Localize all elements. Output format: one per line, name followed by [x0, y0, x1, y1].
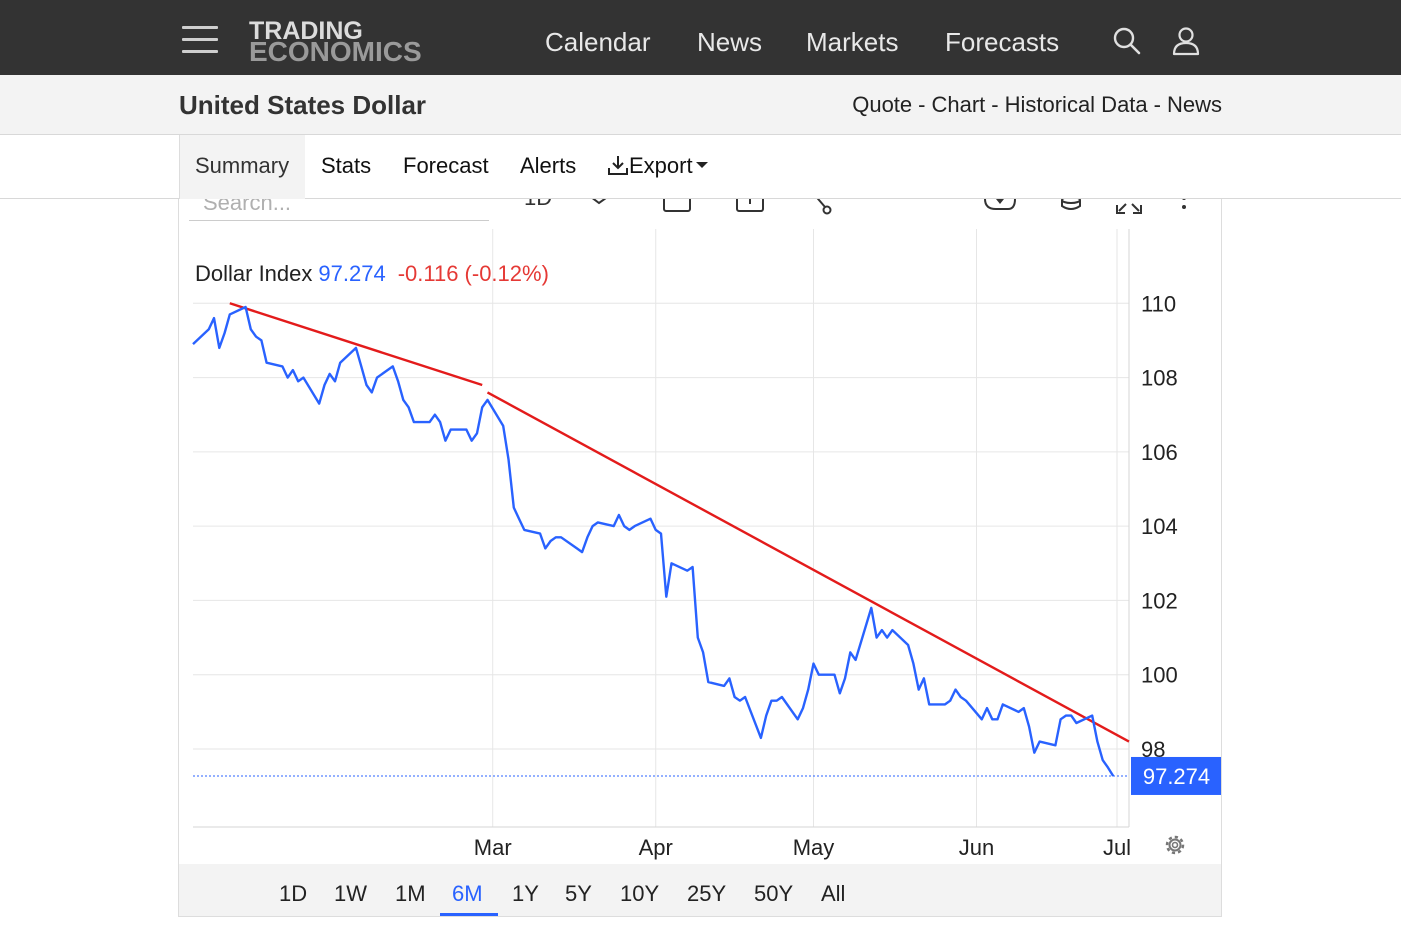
chart-settings-icon[interactable] [1165, 835, 1185, 855]
quick-link-historical-data[interactable]: Historical Data [1004, 92, 1148, 117]
separator: - [991, 92, 999, 117]
tab-alerts[interactable]: Alerts [520, 153, 577, 178]
page-title: United States Dollar [179, 90, 427, 120]
chart-toolbar: 1D [179, 199, 1221, 229]
range-1m[interactable]: 1M [395, 881, 426, 906]
nav-link-news[interactable]: News [697, 27, 763, 57]
range-5y[interactable]: 5Y [565, 881, 592, 906]
quick-links: Quote - Chart - Historical Data - News [852, 92, 1222, 118]
range-1y[interactable]: 1Y [512, 881, 539, 906]
chart-grid [193, 229, 1129, 827]
nav-link-calendar[interactable]: Calendar [545, 27, 651, 57]
last-price-tag-label: 97.274 [1143, 764, 1210, 789]
database-icon[interactable] [1059, 199, 1083, 215]
search-icon[interactable] [1112, 26, 1142, 56]
legend-last-value: 97.274 [318, 261, 385, 286]
x-axis-ticks: Mar Apr May Jun Jul [474, 835, 1131, 860]
trendline[interactable] [486, 391, 1130, 743]
logo-line-2: ECONOMICS [249, 36, 422, 67]
export-label: Export [629, 153, 693, 178]
drawing-tool-icon[interactable] [809, 199, 835, 215]
tab-row: Summary Stats Forecast Alerts Export [0, 135, 1401, 199]
quick-link-chart[interactable]: Chart [931, 92, 986, 117]
separator: - [1153, 92, 1161, 117]
indicators-icon[interactable] [589, 199, 615, 215]
y-tick-label: 108 [1141, 366, 1178, 391]
fullscreen-icon[interactable] [1115, 199, 1143, 215]
quick-link-news[interactable]: News [1166, 92, 1222, 117]
x-tick-label: Apr [639, 835, 673, 860]
chart-search-input[interactable] [189, 199, 489, 221]
user-icon[interactable] [1171, 26, 1201, 56]
cloud-download-icon[interactable] [982, 199, 1018, 215]
range-50y[interactable]: 50Y [754, 881, 794, 906]
tab-summary[interactable]: Summary [179, 135, 305, 199]
x-tick-label: Jul [1103, 835, 1131, 860]
download-icon [608, 156, 628, 175]
caret-down-icon [695, 162, 708, 168]
menu-icon[interactable] [182, 26, 218, 54]
y-tick-label: 104 [1141, 514, 1178, 539]
range-10y[interactable]: 10Y [620, 881, 660, 906]
tab-stats[interactable]: Stats [321, 153, 372, 178]
export-button[interactable]: Export [607, 153, 709, 179]
separator: - [918, 92, 926, 117]
x-tick-label: May [793, 835, 835, 860]
range-all[interactable]: All [821, 881, 846, 906]
range-1w[interactable]: 1W [334, 881, 367, 906]
chart-legend: Dollar Index 97.274 -0.116 (-0.12%) [195, 261, 549, 286]
more-options-icon[interactable] [1179, 199, 1189, 215]
x-tick-label: Jun [959, 835, 994, 860]
y-tick-label: 106 [1141, 440, 1178, 465]
range-1d[interactable]: 1D [279, 881, 308, 906]
nav-link-forecasts[interactable]: Forecasts [945, 27, 1060, 57]
y-tick-label: 100 [1141, 663, 1178, 688]
x-tick-label: Mar [474, 835, 512, 860]
add-panel-icon[interactable] [735, 199, 765, 215]
title-bar: United States Dollar Quote - Chart - Histori… [0, 75, 1401, 135]
interval-selector[interactable]: 1D [524, 199, 552, 211]
legend-series-name: Dollar Index [195, 261, 312, 286]
tab-forecast[interactable]: Forecast [403, 153, 489, 178]
compare-icon[interactable] [662, 199, 692, 215]
trendlines [229, 302, 1130, 743]
quick-link-quote[interactable]: Quote [852, 92, 913, 117]
range-25y[interactable]: 25Y [687, 881, 727, 906]
trading-economics-logo[interactable]: TRADING ECONOMICS [249, 17, 422, 67]
legend-change: -0.116 (-0.12%) [398, 261, 549, 286]
active-range-indicator [440, 913, 498, 916]
dollar-index-series-line [192, 305, 1115, 777]
y-tick-label: 102 [1141, 588, 1178, 613]
time-range-bar: 1D 1W 1M 6M 1Y 5Y 10Y 25Y 50Y All [179, 864, 1221, 916]
nav-link-markets[interactable]: Markets [806, 27, 899, 57]
chart-panel: 1D [178, 199, 1222, 917]
y-tick-label: 110 [1141, 291, 1176, 316]
last-price-tag [1131, 756, 1221, 795]
logo-line-1: TRADING [249, 17, 363, 45]
trendline[interactable] [229, 302, 483, 387]
top-nav-bar: TRADING ECONOMICS Calendar News Markets … [0, 0, 1401, 75]
range-6m[interactable]: 6M [452, 881, 483, 906]
